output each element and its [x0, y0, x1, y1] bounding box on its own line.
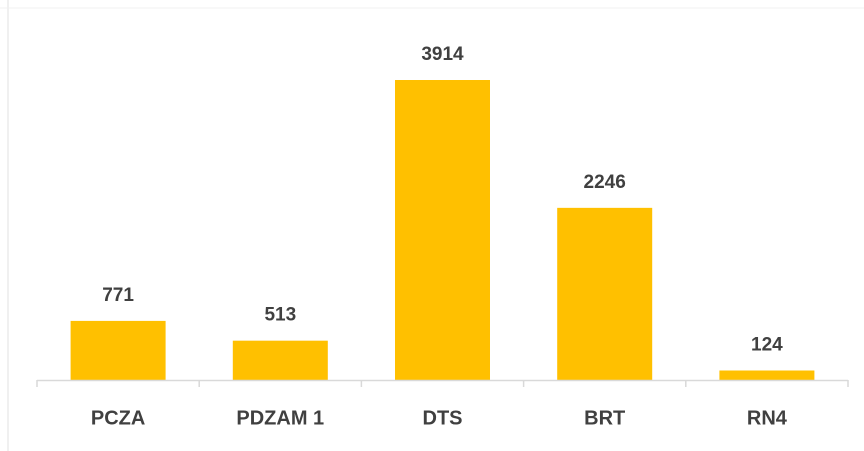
x-tick-label: PCZA	[91, 407, 145, 429]
data-label: 124	[751, 335, 783, 356]
bar	[719, 370, 815, 380]
data-label: 771	[102, 285, 134, 306]
bar	[70, 320, 166, 380]
data-label: 513	[264, 305, 296, 326]
x-tick-label: DTS	[423, 407, 463, 429]
data-label: 3914	[421, 44, 464, 65]
bar	[557, 207, 653, 380]
data-label: 2246	[584, 172, 626, 193]
bar	[395, 80, 490, 380]
x-tick-label: RN4	[747, 407, 788, 429]
x-tick-label: BRT	[584, 407, 625, 429]
x-tick-label: PDZAM 1	[236, 407, 324, 429]
bar	[232, 340, 328, 380]
